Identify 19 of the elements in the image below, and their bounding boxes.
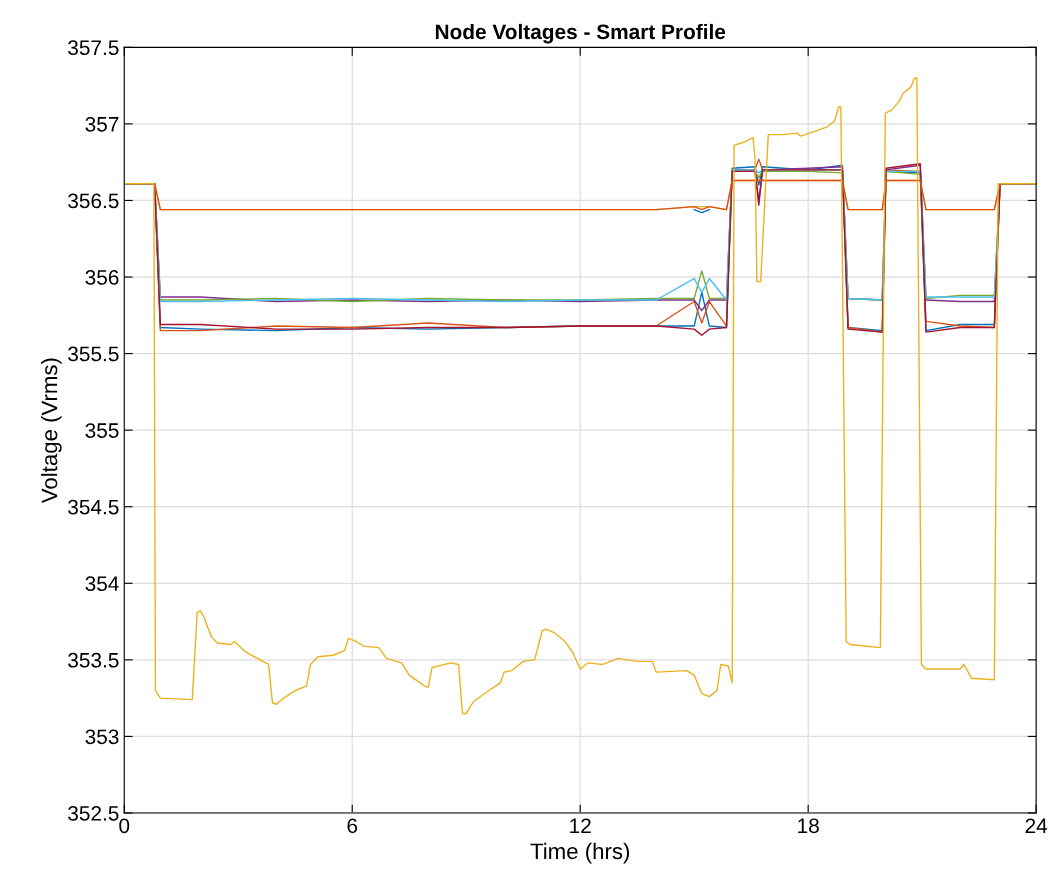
y-tick-label: 356 xyxy=(85,270,119,285)
x-tick-label: 12 xyxy=(570,818,591,833)
y-tick-label: 355 xyxy=(85,423,119,438)
y-tick-label: 354 xyxy=(85,576,119,592)
y-tick-label: 353 xyxy=(85,729,119,745)
y-axis-title: Voltage (Vrms) xyxy=(40,358,62,504)
y-tick-label: 353.5 xyxy=(68,652,119,668)
x-tick-label: 24 xyxy=(1025,818,1048,833)
y-tick-label: 352.5 xyxy=(68,805,119,821)
x-tick-label: 6 xyxy=(347,818,358,834)
x-tick-label: 18 xyxy=(798,818,819,834)
y-tick-label: 355.5 xyxy=(68,346,119,362)
y-tick-label: 354.5 xyxy=(68,499,119,515)
chart-title: Node Voltages - Smart Profile xyxy=(435,23,726,44)
y-tick-label: 356.5 xyxy=(68,193,119,209)
x-tick-label: 0 xyxy=(119,818,130,834)
y-tick-label: 357.5 xyxy=(68,40,119,56)
x-axis-title: Time (hrs) xyxy=(530,842,630,864)
y-tick-label: 357 xyxy=(85,116,119,132)
